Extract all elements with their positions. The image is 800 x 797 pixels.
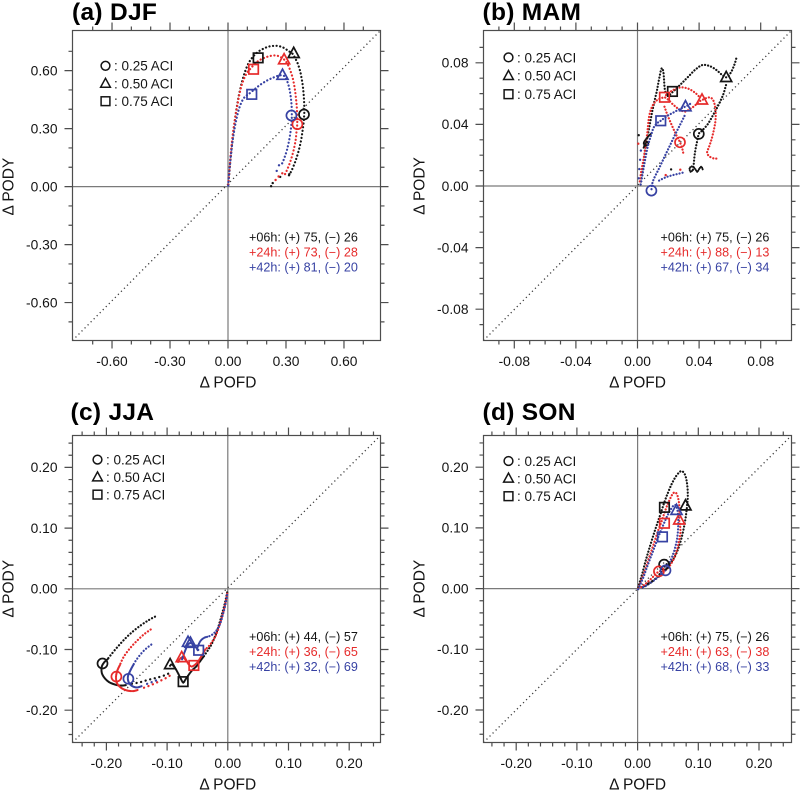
svg-text:0.10: 0.10 <box>685 756 712 771</box>
svg-text:-0.20: -0.20 <box>91 756 123 771</box>
svg-text:+42h: (+) 81, (−) 20: +42h: (+) 81, (−) 20 <box>249 261 358 275</box>
svg-text:0.20: 0.20 <box>31 460 58 475</box>
svg-text:-0.10: -0.10 <box>151 756 183 771</box>
svg-text:0.30: 0.30 <box>31 121 58 136</box>
svg-text:-0.10: -0.10 <box>26 642 58 657</box>
svg-text:-0.30: -0.30 <box>154 354 186 369</box>
svg-text:: 0.50 ACI: : 0.50 ACI <box>517 69 576 84</box>
svg-text:0.20: 0.20 <box>336 756 363 771</box>
svg-text:Δ PODY: Δ PODY <box>412 560 429 618</box>
svg-text:0.00: 0.00 <box>214 756 241 771</box>
svg-text:+42h: (+) 68, (−) 33: +42h: (+) 68, (−) 33 <box>661 660 770 674</box>
svg-text:: 0.25 ACI: : 0.25 ACI <box>517 50 576 65</box>
svg-text:-0.30: -0.30 <box>26 237 58 252</box>
svg-text:-0.08: -0.08 <box>437 302 469 317</box>
svg-text:0.00: 0.00 <box>215 354 242 369</box>
svg-text:0.60: 0.60 <box>31 63 58 78</box>
svg-text:0.00: 0.00 <box>442 581 469 596</box>
svg-text:0.00: 0.00 <box>624 756 651 771</box>
svg-text:0.10: 0.10 <box>442 521 469 536</box>
svg-text:Δ PODY: Δ PODY <box>1 560 18 618</box>
svg-text:0.30: 0.30 <box>273 354 300 369</box>
svg-text:-0.20: -0.20 <box>500 756 532 771</box>
svg-text:0.00: 0.00 <box>31 179 58 194</box>
svg-text:0.00: 0.00 <box>624 354 651 369</box>
svg-text:(a) DJF: (a) DJF <box>72 0 157 26</box>
svg-text:0.04: 0.04 <box>442 117 469 132</box>
svg-text:(c) JJA: (c) JJA <box>71 399 155 426</box>
svg-text:+42h: (+) 32, (−) 69: +42h: (+) 32, (−) 69 <box>249 660 358 674</box>
svg-text:: 0.25 ACI: : 0.25 ACI <box>106 453 165 468</box>
svg-text:0.08: 0.08 <box>747 354 774 369</box>
svg-text:0.60: 0.60 <box>331 354 358 369</box>
svg-text:0.04: 0.04 <box>686 354 713 369</box>
svg-text:Δ POFD: Δ POFD <box>199 777 256 794</box>
svg-text:: 0.25 ACI: : 0.25 ACI <box>517 454 576 469</box>
svg-text:: 0.75 ACI: : 0.75 ACI <box>114 94 173 109</box>
svg-text:0.08: 0.08 <box>442 56 469 71</box>
svg-text:Δ POFD: Δ POFD <box>609 777 666 794</box>
svg-text:-0.60: -0.60 <box>26 295 58 310</box>
svg-text:(d) SON: (d) SON <box>483 399 576 426</box>
svg-text:0.20: 0.20 <box>746 756 773 771</box>
svg-text:0.00: 0.00 <box>31 582 58 597</box>
svg-text:: 0.75 ACI: : 0.75 ACI <box>517 87 576 102</box>
svg-text:Δ POFD: Δ POFD <box>200 375 257 392</box>
svg-text:-0.04: -0.04 <box>560 354 592 369</box>
svg-text:+42h: (+) 67, (−) 34: +42h: (+) 67, (−) 34 <box>661 261 770 275</box>
svg-text:-0.10: -0.10 <box>437 642 469 657</box>
svg-text:+06h: (+) 75, (−) 26: +06h: (+) 75, (−) 26 <box>661 231 770 245</box>
svg-text:+24h: (+) 63, (−) 38: +24h: (+) 63, (−) 38 <box>661 645 770 659</box>
svg-text:0.10: 0.10 <box>31 521 58 536</box>
svg-text:+06h: (+) 75, (−) 26: +06h: (+) 75, (−) 26 <box>661 630 770 644</box>
svg-text:Δ PODY: Δ PODY <box>412 157 429 215</box>
svg-text:(b) MAM: (b) MAM <box>483 0 582 26</box>
svg-text:: 0.75 ACI: : 0.75 ACI <box>106 488 165 503</box>
svg-text:+24h: (+) 73, (−) 28: +24h: (+) 73, (−) 28 <box>249 246 358 260</box>
svg-text:: 0.50 ACI: : 0.50 ACI <box>517 471 576 486</box>
svg-text:+24h: (+) 36, (−) 65: +24h: (+) 36, (−) 65 <box>249 645 358 659</box>
svg-text:Δ POFD: Δ POFD <box>609 375 666 392</box>
svg-text:0.00: 0.00 <box>442 179 469 194</box>
svg-text:Δ PODY: Δ PODY <box>1 158 18 216</box>
svg-text:+24h: (+) 88, (−) 13: +24h: (+) 88, (−) 13 <box>661 246 770 260</box>
svg-text:-0.10: -0.10 <box>561 756 593 771</box>
svg-text:: 0.75 ACI: : 0.75 ACI <box>517 489 576 504</box>
svg-text:-0.20: -0.20 <box>26 703 58 718</box>
svg-text:+06h: (+) 44, (−) 57: +06h: (+) 44, (−) 57 <box>249 630 358 644</box>
svg-text:: 0.25 ACI: : 0.25 ACI <box>114 59 173 74</box>
svg-text:0.10: 0.10 <box>275 756 302 771</box>
svg-text:-0.20: -0.20 <box>437 703 469 718</box>
svg-text:+06h: (+) 75, (−) 26: +06h: (+) 75, (−) 26 <box>249 231 358 245</box>
svg-text:-0.04: -0.04 <box>437 240 469 255</box>
svg-text:-0.60: -0.60 <box>96 354 128 369</box>
svg-text:-0.08: -0.08 <box>499 354 531 369</box>
svg-text:: 0.50 ACI: : 0.50 ACI <box>114 77 173 92</box>
svg-text:: 0.50 ACI: : 0.50 ACI <box>106 470 165 485</box>
svg-text:0.20: 0.20 <box>442 460 469 475</box>
